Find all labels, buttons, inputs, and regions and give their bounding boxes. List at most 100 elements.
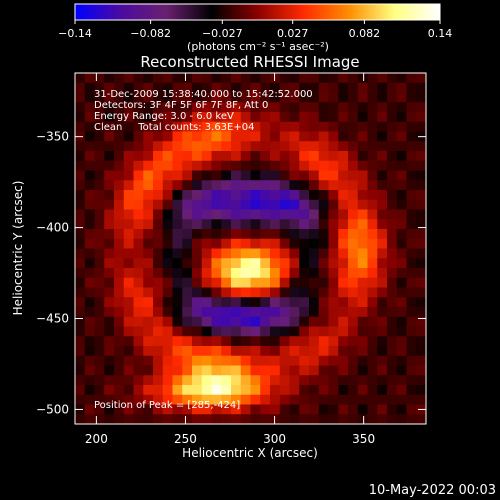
heatmap-cell — [279, 199, 291, 211]
heatmap-cell — [328, 268, 339, 279]
heatmap-cell — [123, 151, 135, 162]
heatmap-cell — [357, 336, 369, 347]
heatmap-cell — [153, 375, 164, 386]
heatmap-cell — [396, 326, 408, 337]
heatmap-cell — [133, 102, 144, 113]
heatmap-cell — [231, 375, 242, 386]
heatmap-cell — [416, 414, 426, 424]
heatmap-cell — [270, 307, 281, 318]
heatmap-cell — [309, 297, 320, 308]
heatmap-cell — [240, 258, 252, 269]
heatmap-cell — [201, 121, 213, 133]
heatmap-cell — [162, 190, 174, 201]
heatmap-cell — [143, 404, 154, 415]
heatmap-cell — [123, 229, 135, 240]
heatmap-cell — [367, 190, 378, 201]
heatmap-cell — [231, 199, 242, 211]
heatmap-cell — [309, 404, 320, 415]
heatmap-cell — [75, 160, 86, 172]
heatmap-cell — [143, 170, 154, 181]
heatmap-cell — [318, 316, 330, 328]
heatmap-cell — [133, 170, 144, 181]
heatmap-cell — [172, 404, 183, 415]
heatmap-cell — [240, 287, 252, 298]
heatmap-cell — [348, 268, 359, 279]
heatmap-cell — [309, 219, 320, 230]
heatmap-cell — [240, 316, 252, 328]
heatmap-cell — [318, 277, 330, 289]
heatmap-cell — [192, 209, 203, 220]
heatmap-cell — [94, 238, 105, 250]
heatmap-cell — [153, 316, 164, 328]
heatmap-cell — [211, 307, 222, 318]
heatmap-cell — [94, 73, 105, 84]
heatmap-cell — [114, 73, 125, 84]
heatmap-cell — [172, 385, 183, 396]
heatmap-cell — [348, 151, 359, 162]
heatmap-cell — [75, 297, 86, 308]
heatmap-cell — [211, 141, 222, 152]
heatmap-cell — [416, 160, 426, 172]
heatmap-cell — [133, 229, 144, 240]
heatmap-cell — [396, 82, 408, 94]
heatmap-cell — [318, 102, 330, 113]
heatmap-cell — [270, 385, 281, 396]
heatmap-cell — [289, 229, 300, 240]
heatmap-cell — [406, 131, 417, 142]
heatmap-cell — [299, 316, 310, 328]
heatmap-cell — [416, 92, 426, 103]
heatmap-cell — [192, 287, 203, 298]
heatmap-cell — [94, 277, 105, 289]
heatmap-cell — [270, 355, 281, 367]
heatmap-cell — [299, 404, 310, 415]
heatmap-cell — [250, 365, 261, 376]
heatmap-cell — [309, 209, 320, 220]
heatmap-cell — [387, 209, 398, 220]
heatmap-cell — [201, 258, 213, 269]
heatmap-cell — [367, 365, 378, 376]
heatmap-cell — [75, 151, 86, 162]
heatmap-cell — [94, 82, 105, 94]
heatmap-cell — [240, 336, 252, 347]
heatmap-cell — [338, 414, 349, 424]
heatmap-cell — [260, 82, 271, 94]
heatmap-cell — [250, 404, 261, 415]
heatmap-cell — [221, 316, 232, 328]
heatmap-cell — [104, 258, 115, 269]
heatmap-cell — [357, 414, 369, 424]
heatmap-cell — [377, 385, 388, 396]
heatmap-cell — [114, 199, 125, 211]
heatmap-cell — [192, 190, 203, 201]
heatmap-cell — [84, 277, 96, 289]
heatmap-cell — [153, 141, 164, 152]
heatmap-cell — [250, 414, 261, 424]
heatmap-cell — [133, 92, 144, 103]
heatmap-cell — [221, 307, 232, 318]
heatmap-cell — [172, 277, 183, 289]
heatmap-cell — [338, 73, 349, 84]
heatmap-cell — [406, 297, 417, 308]
heatmap-cell — [104, 209, 115, 220]
heatmap-cell — [328, 394, 339, 406]
heatmap-cell — [201, 141, 213, 152]
heatmap-cell — [153, 277, 164, 289]
heatmap-cell — [75, 248, 86, 259]
heatmap-cell — [328, 209, 339, 220]
heatmap-cell — [377, 326, 388, 337]
heatmap-cell — [289, 131, 300, 142]
heatmap-cell — [318, 219, 330, 230]
footer-date: 10-May-2022 00:03 — [369, 483, 496, 498]
heatmap-cell — [309, 375, 320, 386]
heatmap-cell — [143, 102, 154, 113]
heatmap-cell — [123, 287, 135, 298]
heatmap-cell — [84, 307, 96, 318]
heatmap-cell — [348, 258, 359, 269]
heatmap-cell — [182, 394, 193, 406]
heatmap-cell — [75, 170, 86, 181]
heatmap-cell — [114, 238, 125, 250]
heatmap-cell — [123, 307, 135, 318]
heatmap-cell — [416, 73, 426, 84]
heatmap-cell — [260, 209, 271, 220]
heatmap-cell — [172, 102, 183, 113]
heatmap-cell — [299, 73, 310, 84]
